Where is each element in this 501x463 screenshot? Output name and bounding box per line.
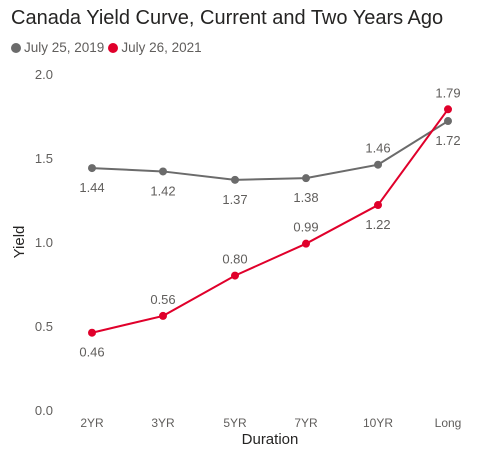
data-label: 1.44 (79, 180, 104, 195)
x-tick-label: 3YR (151, 416, 175, 430)
data-point[interactable] (231, 175, 239, 184)
y-tick-label: 1.0 (35, 235, 53, 250)
data-point[interactable] (88, 164, 96, 173)
data-point[interactable] (444, 105, 452, 114)
y-tick-label: 1.5 (35, 151, 53, 166)
y-tick-label: 2.0 (35, 67, 53, 82)
data-label: 0.46 (79, 345, 104, 360)
x-tick-label: Long (435, 416, 462, 430)
data-label: 1.22 (365, 217, 390, 232)
y-tick-label: 0.0 (35, 403, 53, 418)
data-label: 1.38 (293, 190, 318, 205)
legend-label-2021: July 26, 2021 (121, 40, 202, 55)
chart-title: Canada Yield Curve, Current and Two Year… (11, 7, 444, 29)
data-point[interactable] (374, 201, 382, 210)
data-point[interactable] (374, 160, 382, 169)
legend: July 25, 2019 July 26, 2021 (11, 40, 206, 55)
data-point[interactable] (302, 239, 310, 248)
x-tick-label: 2YR (80, 416, 104, 430)
data-label: 1.79 (435, 85, 460, 100)
y-tick-label: 0.5 (35, 319, 53, 334)
data-label: 0.56 (150, 292, 175, 307)
legend-swatch-2019 (11, 42, 21, 53)
data-point[interactable] (302, 174, 310, 183)
data-label: 1.37 (222, 192, 247, 207)
x-tick-label: 10YR (363, 416, 393, 430)
series-line-1 (91, 108, 449, 334)
data-label: 1.72 (435, 133, 460, 148)
data-label: 0.99 (293, 220, 318, 235)
x-axis-title: Duration (242, 431, 299, 448)
x-tick-label: 5YR (223, 416, 247, 430)
x-tick-label: 7YR (294, 416, 318, 430)
data-point[interactable] (159, 311, 167, 320)
legend-label-2019: July 25, 2019 (24, 40, 105, 55)
data-label: 1.46 (365, 141, 390, 156)
legend-item-2019[interactable]: July 25, 2019 (11, 40, 104, 55)
legend-swatch-2021 (108, 42, 119, 53)
data-label: 0.80 (222, 252, 247, 267)
data-point[interactable] (444, 117, 452, 126)
legend-item-2021[interactable]: July 26, 2021 (108, 40, 202, 55)
series-line-0 (91, 120, 449, 181)
data-point[interactable] (159, 167, 167, 176)
data-point[interactable] (231, 271, 239, 280)
y-axis-title: Yield (11, 226, 28, 259)
data-point[interactable] (88, 328, 96, 337)
data-label: 1.42 (150, 183, 175, 198)
